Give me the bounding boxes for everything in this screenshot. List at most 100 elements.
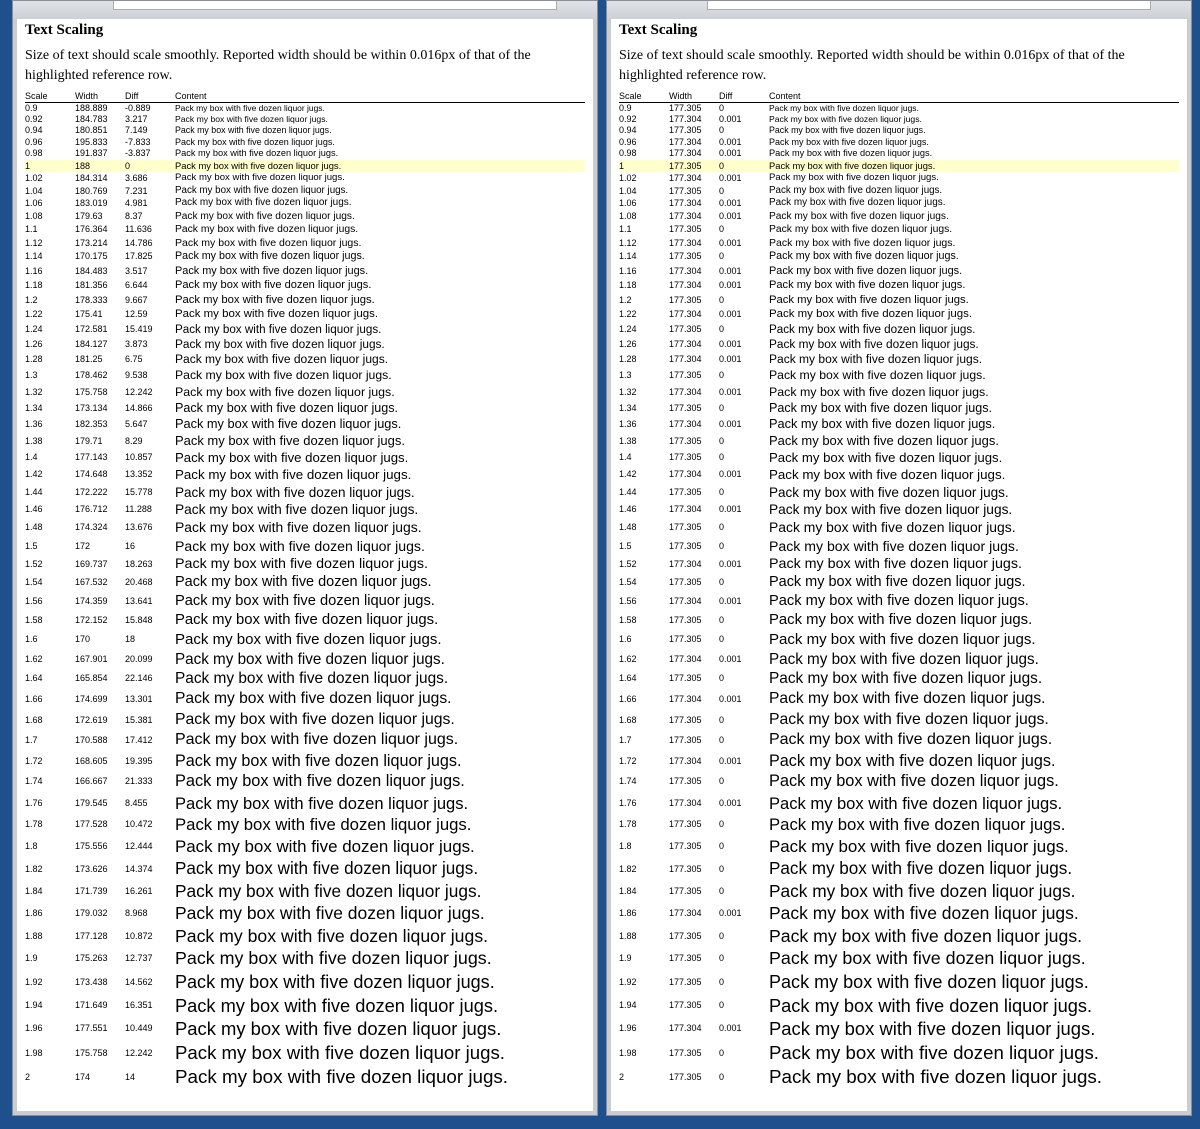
cell: 1.36: [25, 418, 43, 429]
address-bar[interactable]: [707, 1, 1151, 10]
content-text: Pack my box with five dozen liquor jugs.: [175, 730, 459, 748]
table-row: 1.42 174.648 13.352 Pack my box with five d…: [25, 466, 585, 483]
cell: 0: [719, 863, 725, 874]
table-row: 1.52 177.304 0.001 Pack my box with five do…: [619, 555, 1179, 573]
content-text: Pack my box with five dozen liquor jugs.: [769, 537, 1019, 554]
cell: 0: [719, 251, 725, 262]
cell: 167.532: [75, 577, 108, 588]
content-text: Pack my box with five dozen liquor jugs.: [175, 103, 325, 113]
content-text: Pack my box with five dozen liquor jugs.: [769, 415, 996, 431]
table-row: 1.62 167.901 20.099 Pack my box with five d…: [25, 650, 585, 670]
cell: 0: [719, 161, 725, 172]
content-text: Pack my box with five dozen liquor jugs.: [175, 772, 465, 791]
cell: 177.305: [669, 863, 702, 874]
content-text: Pack my box with five dozen liquor jugs.: [769, 322, 976, 336]
table-row: 1.58 172.152 15.848 Pack my box with five d…: [25, 611, 585, 630]
cell: 172.222: [75, 486, 108, 497]
column-header: Scale: [619, 91, 642, 101]
cell: 173.134: [75, 402, 108, 413]
table-row: 0.98 191.837 -3.837 Pack my box with five d…: [25, 148, 585, 160]
cell: 1.58: [619, 615, 637, 626]
content-text: Pack my box with five dozen liquor jugs.: [175, 502, 419, 518]
table-row: 1.4 177.143 10.857 Pack my box with five do…: [25, 449, 585, 466]
cell: 0: [719, 734, 725, 745]
cell: 1.76: [619, 797, 637, 808]
cell: 1.04: [25, 185, 43, 196]
content-text: Pack my box with five dozen liquor jugs.: [769, 815, 1066, 835]
cell: 1.62: [619, 653, 637, 664]
cell: 178.462: [75, 369, 108, 380]
content-text: Pack my box with five dozen liquor jugs.: [769, 518, 1016, 535]
content-text: Pack my box with five dozen liquor jugs.: [769, 836, 1069, 856]
table-row: 1.76 179.545 8.455 Pack my box with five do…: [25, 793, 585, 814]
cell: 14.866: [125, 402, 153, 413]
cell: 0.001: [719, 797, 742, 808]
cell: 179.71: [75, 435, 103, 446]
cell: 171.649: [75, 999, 108, 1010]
cell: 1.26: [25, 339, 43, 349]
content-text: Pack my box with five dozen liquor jugs.: [769, 265, 963, 278]
cell: 0.001: [719, 339, 742, 349]
cell: 15.381: [125, 714, 153, 725]
cell: 1.64: [25, 673, 43, 684]
cell: 16.351: [125, 999, 153, 1010]
cell: 1.24: [25, 323, 43, 334]
cell: 0.001: [719, 136, 742, 147]
column-header: Diff: [719, 91, 733, 101]
cell: 1.66: [619, 694, 637, 705]
table-row: 1.2 178.333 9.667 Pack my box with five doz…: [25, 293, 585, 308]
cell: 0.001: [719, 694, 742, 705]
table-row: 1.4 177.305 0 Pack my box with five dozen l…: [619, 449, 1179, 466]
table-row: 1.1 177.305 0 Pack my box with five dozen l…: [619, 223, 1179, 236]
table-row: 1.82 177.305 0 Pack my box with five dozen …: [619, 858, 1179, 880]
cell: 165.854: [75, 673, 108, 684]
cell: 170.175: [75, 251, 108, 262]
table-row: 0.98 177.304 0.001 Pack my box with five do…: [619, 148, 1179, 160]
cell: 171.739: [75, 885, 108, 896]
cell: 1.92: [25, 976, 43, 987]
cell: 176.364: [75, 224, 108, 235]
cell: 184.783: [75, 113, 108, 124]
table-row: 1.56 174.359 13.641 Pack my box with five d…: [25, 592, 585, 611]
cell: 184.483: [75, 266, 108, 277]
cell: 177.304: [669, 354, 702, 365]
content-text: Pack my box with five dozen liquor jugs.: [769, 432, 999, 448]
cell: 1.82: [619, 863, 637, 874]
cell: 10.472: [125, 819, 153, 830]
content-text: Pack my box with five dozen liquor jugs.: [175, 971, 495, 992]
cell: 0.001: [719, 309, 742, 320]
cell: 1.34: [25, 402, 43, 413]
cell: 1.72: [619, 755, 637, 766]
table-row: 0.9 188.889 -0.889 Pack my box with five do…: [25, 103, 585, 114]
cell: 1.22: [619, 309, 637, 320]
table-row: 1.5 172 16 Pack my box with five dozen liqu…: [25, 537, 585, 555]
cell: 177.305: [669, 953, 702, 964]
table-row: 1.78 177.528 10.472 Pack my box with five d…: [25, 814, 585, 836]
cell: 182.353: [75, 418, 108, 429]
cell: 1.12: [619, 237, 637, 248]
cell: 6.75: [125, 354, 143, 365]
table-row: 1.12 177.304 0.001 Pack my box with five do…: [619, 237, 1179, 251]
table-row: 1.8 175.556 12.444 Pack my box with five do…: [25, 836, 585, 858]
cell: 0.9: [619, 103, 632, 113]
address-bar[interactable]: [113, 1, 557, 10]
cell: 10.449: [125, 1023, 153, 1034]
cell: 1.2: [619, 294, 632, 305]
cell: 177.304: [669, 148, 702, 159]
table-row: 0.92 177.304 0.001 Pack my box with five do…: [619, 114, 1179, 125]
content-text: Pack my box with five dozen liquor jugs.: [769, 450, 1003, 466]
cell: 8.29: [125, 435, 143, 446]
cell: 1.46: [619, 504, 637, 515]
cell: 1.84: [25, 885, 43, 896]
cell: 1.4: [25, 452, 38, 463]
cell: 191.837: [75, 148, 108, 159]
cell: 19.395: [125, 755, 153, 766]
table-row: 0.94 180.851 7.149 Pack my box with five do…: [25, 125, 585, 136]
cell: 177.304: [669, 266, 702, 277]
cell: 0: [719, 185, 725, 196]
table-row: 1.72 168.605 19.395 Pack my box with five d…: [25, 751, 585, 772]
cell: 1.58: [25, 615, 43, 626]
cell: 177.304: [669, 339, 702, 349]
cell: 5.647: [125, 418, 148, 429]
